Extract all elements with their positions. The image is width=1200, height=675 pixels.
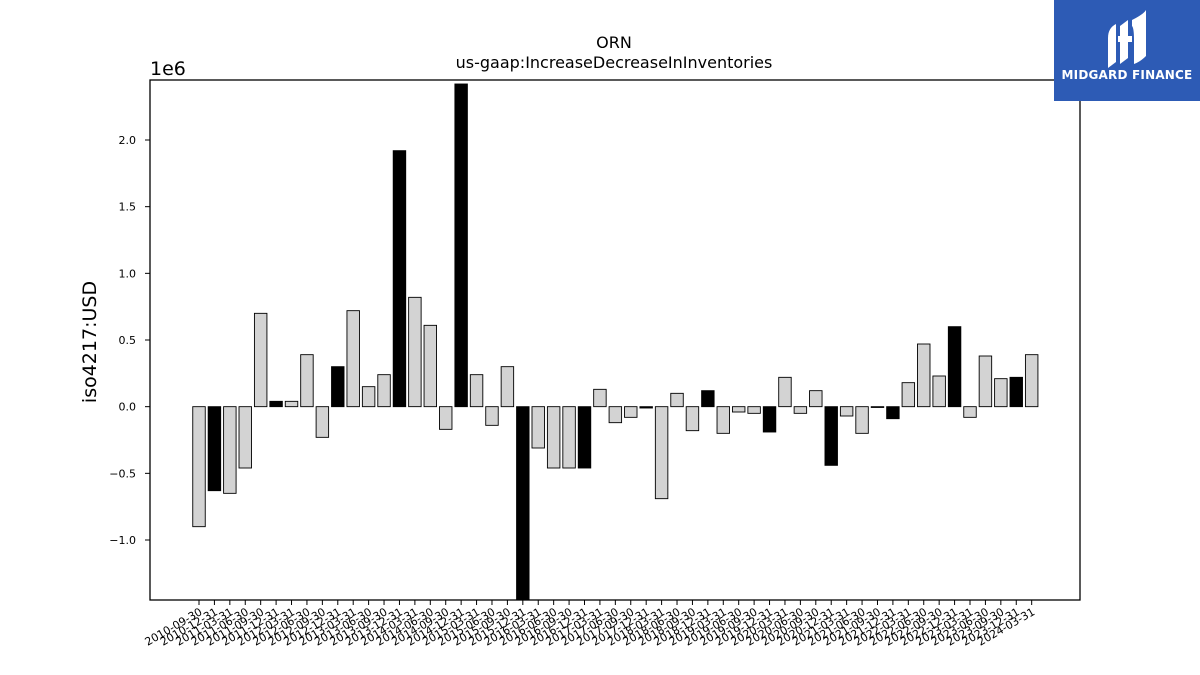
bar-2020-03-31	[778, 376, 792, 408]
bar-2017-12-31	[639, 406, 653, 409]
bar-2021-12-31	[886, 406, 900, 420]
bar-2017-09-30	[624, 406, 638, 418]
bar-2023-12-31	[1009, 376, 1023, 408]
y-tick-label: 2.0	[119, 134, 137, 147]
bar-2010-12-31	[207, 406, 222, 492]
plot-frame	[149, 79, 1081, 601]
bar-2021-09-30	[870, 406, 885, 408]
bar-2021-03-31	[839, 406, 854, 417]
midgard-finance-logo-icon	[1108, 10, 1146, 68]
bar-2019-09-30	[747, 406, 761, 414]
bars-group	[192, 83, 1039, 601]
x-axis-ticks: 2010-09-302010-12-312011-03-312011-06-30…	[143, 600, 1037, 649]
bar-2016-06-30	[546, 406, 561, 469]
bar-2019-03-31	[716, 406, 730, 434]
bar-2010-09-30	[192, 406, 206, 528]
y-tick-label: 1.0	[119, 267, 137, 280]
bar-2015-03-31	[469, 374, 484, 408]
bar-2018-09-30	[685, 406, 700, 432]
bar-2011-09-30	[253, 312, 268, 408]
logo-text: MIDGARD FINANCE	[1061, 68, 1193, 82]
bar-2017-06-30	[608, 406, 623, 424]
bar-2012-09-30	[315, 406, 330, 438]
bar-2023-03-31	[963, 406, 977, 418]
bar-2013-12-31	[392, 150, 407, 408]
bar-2013-09-30	[377, 374, 391, 408]
bar-2016-12-31	[577, 406, 592, 469]
bar-2014-06-30	[423, 324, 437, 408]
bar-2017-03-31	[593, 388, 607, 408]
bar-2012-06-30	[300, 354, 314, 408]
bar-2021-06-30	[855, 406, 869, 434]
bar-2014-03-31	[408, 296, 422, 408]
bar-2020-12-31	[824, 406, 838, 466]
bar-2012-12-31	[331, 366, 345, 408]
bar-2022-03-31	[901, 382, 916, 408]
bar-2023-09-30	[994, 378, 1008, 408]
bar-2020-09-30	[809, 390, 823, 408]
bar-2011-03-31	[223, 406, 237, 494]
y-tick-label: −0.5	[109, 467, 136, 480]
bar-2014-12-31	[454, 83, 468, 408]
chart-title: ORN	[596, 33, 632, 52]
bar-2015-12-31	[516, 406, 530, 601]
bar-2023-06-30	[978, 355, 993, 408]
chart-subtitle: us-gaap:IncreaseDecreaseInInventories	[456, 53, 773, 72]
bar-2012-03-31	[284, 400, 299, 408]
bar-2011-12-31	[269, 400, 283, 408]
bar-2018-03-31	[654, 406, 669, 500]
bar-2011-06-30	[238, 406, 252, 469]
bar-2013-03-31	[346, 310, 360, 408]
bar-2024-03-31	[1024, 354, 1039, 408]
bar-2013-06-30	[361, 386, 376, 408]
bar-2019-12-31	[762, 406, 777, 433]
y-tick-label: −1.0	[109, 534, 136, 547]
bar-2018-06-30	[670, 392, 684, 408]
y-axis-ticks: −1.0 −0.5 0.0 0.5 1.0 1.5 2.0	[109, 134, 150, 547]
bar-2019-06-30	[732, 406, 746, 413]
bar-2022-06-30	[917, 343, 931, 408]
y-axis-label: iso4217:USD	[79, 281, 101, 403]
y-tick-label: 0.5	[119, 334, 137, 347]
bar-2020-06-30	[793, 406, 808, 414]
y-axis-multiplier: 1e6	[150, 58, 186, 80]
bar-2022-09-30	[932, 375, 946, 408]
bar-2022-12-31	[947, 326, 962, 408]
y-tick-label: 0.0	[119, 401, 137, 414]
bar-2015-09-30	[500, 366, 515, 408]
bar-2018-12-31	[701, 390, 715, 408]
bar-2014-09-30	[439, 406, 453, 430]
bar-2016-03-31	[531, 406, 545, 449]
bar-2016-09-30	[562, 406, 576, 469]
bar-2015-06-30	[485, 406, 499, 426]
midgard-finance-logo: MIDGARD FINANCE	[1054, 0, 1200, 101]
y-tick-label: 1.5	[119, 201, 137, 214]
